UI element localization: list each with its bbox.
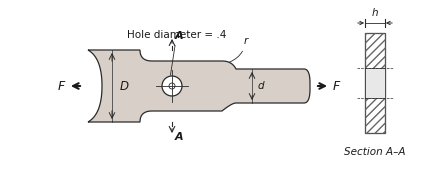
Polygon shape	[88, 50, 310, 122]
Text: Hole diameter = .4: Hole diameter = .4	[127, 30, 226, 75]
Text: F: F	[333, 79, 340, 92]
Text: h: h	[372, 8, 378, 18]
Text: A: A	[175, 31, 184, 41]
Text: r: r	[229, 36, 248, 62]
Bar	[365, 33, 385, 133]
Text: A: A	[175, 132, 184, 142]
Text: Section A–A: Section A–A	[344, 147, 406, 157]
Text: F: F	[58, 79, 65, 92]
Bar	[365, 68, 385, 98]
Bar	[365, 33, 385, 133]
Circle shape	[162, 76, 182, 96]
Text: D: D	[120, 79, 128, 92]
Text: d: d	[258, 81, 265, 91]
